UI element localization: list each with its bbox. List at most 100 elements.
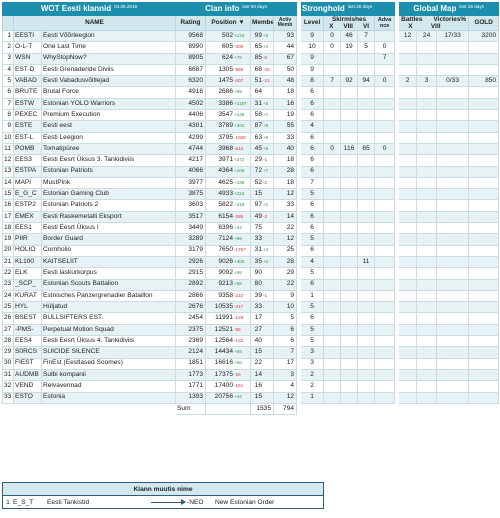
- stronghold-title: Stronghold: [302, 4, 345, 13]
- skirmish-vi: [357, 233, 376, 246]
- table-row[interactable]: 16 ESTP2 Estonian Patriots 2 3603 5822+318 97…: [2, 199, 500, 212]
- row-index: 13: [2, 165, 14, 178]
- gm-victories: [436, 323, 470, 337]
- table-row[interactable]: 23 _SCP_ Estonian Scouts Battalion 2892 9213…: [2, 278, 500, 291]
- gm-battles-viii: [416, 357, 438, 370]
- skirmish-viii: [340, 176, 359, 190]
- table-row[interactable]: 5 VABAD Eesti Vabadusvõitlejad 6320 1475-407…: [2, 75, 500, 88]
- table-row[interactable]: 7 ESTW Estonian YOLO Warriors 4502 3386+1187…: [2, 97, 500, 111]
- advance: [374, 335, 396, 348]
- col-skirmishes: Skirmishes X VIII VI: [323, 15, 376, 31]
- clan-active-members: 18: [272, 86, 298, 99]
- col-name[interactable]: NAME: [13, 15, 176, 31]
- position-change: +99: [234, 236, 242, 242]
- skirmish-viii: [340, 188, 359, 201]
- clan-members-cell: 99+5: [250, 29, 274, 43]
- table-row[interactable]: 17 EMEX Eesti Raskemetalli Eksport 3517 6154…: [2, 210, 500, 224]
- table-row[interactable]: 18 EES1 Eesti Eesrt Üksus I 3449 6396+34 75 22…: [2, 222, 500, 235]
- table-row[interactable]: 14 MAPI MustPink 3977 4625+189 52-2 18 7: [2, 176, 500, 190]
- stronghold-level: 6: [300, 278, 325, 291]
- gm-victories: [436, 289, 470, 303]
- table-row[interactable]: 1 EESTI Eesti Võõrleegion 9568 502+134 99+5 93…: [2, 29, 500, 43]
- clan-name: Eesti Leegion: [41, 131, 176, 144]
- col-gold[interactable]: GOLD: [468, 15, 500, 31]
- position-change: +318: [234, 202, 245, 208]
- gm-battles-x: [398, 86, 418, 99]
- col-active-members[interactable]: Activ Memb: [272, 15, 298, 31]
- clan-members: 65: [254, 43, 262, 51]
- clan-members-cell: 65+2: [250, 41, 274, 54]
- table-row[interactable]: 13 ESTPA Estonian Patriots 4066 4364+108 72+7…: [2, 165, 500, 178]
- clan-tag: HYL: [13, 301, 42, 314]
- gm-gold: [468, 301, 500, 314]
- table-row[interactable]: 26 BSEST BULLSIFTERS EST. 2454 11991-128 17 5 6: [2, 312, 500, 325]
- clan-members-cell: 29-1: [250, 154, 274, 167]
- skirmish-x: [323, 52, 342, 65]
- col-rating[interactable]: Rating: [175, 15, 206, 31]
- clan-name: Sulbi kompanii: [41, 368, 176, 382]
- clan-members: 31: [254, 246, 262, 254]
- clan-position: 17375: [214, 370, 233, 378]
- clan-active-members: 25: [272, 244, 298, 257]
- stronghold-level: 2: [300, 380, 325, 393]
- members-change: -26: [263, 66, 270, 72]
- table-row[interactable]: 20 HOLIO Cornholio 3179 7650-1767 31+2 25 6: [2, 244, 500, 257]
- advance: [374, 199, 396, 212]
- clan-members: 15: [254, 190, 262, 197]
- clan-position: 12564: [214, 336, 233, 344]
- gm-battles-viii: [416, 41, 438, 54]
- clan-members: 51: [254, 77, 262, 85]
- table-row[interactable]: 24 KURAT Estnisches Panzergrenadier Batail…: [2, 289, 500, 303]
- clan-position-cell: 10535-317: [205, 301, 251, 314]
- table-row[interactable]: 15 E_G_C Estonian Gaming Club 3875 4933+224 1…: [2, 188, 500, 201]
- table-row[interactable]: 8 PEXEC Premium Execution 4406 3547+139 58+1 1…: [2, 109, 500, 122]
- gm-battles-viii: [416, 199, 438, 212]
- table-row[interactable]: 6 BRUTE Brutal Force 4918 2686+85 64 18 6: [2, 86, 500, 99]
- clan-rating: 2676: [175, 301, 206, 314]
- gm-battles-viii: [416, 323, 438, 337]
- clan-active-members: 14: [272, 210, 298, 224]
- position-change: +372: [234, 157, 245, 163]
- clan-rating: 4744: [175, 142, 206, 156]
- col-position[interactable]: Position ▼: [205, 15, 251, 31]
- table-row[interactable]: 3 WSN WhyStopNow? 8905 624+79 85-8 67 9 7: [2, 52, 500, 65]
- table-row[interactable]: 25 HYL Hüljatud 2676 10535-317 33 10 5: [2, 301, 500, 314]
- sum-spacer: [205, 402, 251, 415]
- table-row[interactable]: 9 ESTE Eesti eest 4301 3789+304 87+9 55 4: [2, 120, 500, 133]
- row-index: 28: [2, 335, 14, 348]
- gm-battles-x: [398, 233, 418, 246]
- table-row[interactable]: 27 -PMS- Perpetual Motion Squad 2375 12521-8…: [2, 323, 500, 337]
- col-advance[interactable]: Adva nce: [374, 15, 396, 31]
- table-row[interactable]: 30 FIEST FinEst (Eestlased Soomes) 1851 1661…: [2, 357, 500, 370]
- clan-members-cell: 33: [250, 301, 274, 314]
- table-row[interactable]: 19 PIIR Border Guard 3289 7124+99 33 12 5: [2, 233, 500, 246]
- position-change: +139: [234, 111, 245, 117]
- clan-position-cell: 3795-1040: [205, 131, 251, 144]
- clan-tag: _SCP_: [13, 278, 42, 291]
- skirmish-viii: [340, 97, 359, 111]
- table-row[interactable]: 29 S0RCS SUICIDE SILENCE 2124 14434+65 15 7 3: [2, 346, 500, 359]
- table-row[interactable]: 10 EST-L Eesti Leegion 4299 3795-1040 63+6 33 6: [2, 131, 500, 144]
- clan-name: Relvavennad: [41, 380, 176, 393]
- table-row[interactable]: 4 EST-D Eesti Grenaderide Diviis 6687 1305-9…: [2, 63, 500, 77]
- table-row[interactable]: 22 ELK Eesti laskurkorpus 2915 9092+56 90 29 5: [2, 267, 500, 280]
- clan-position-cell: 6154-286: [205, 210, 251, 224]
- table-row[interactable]: 12 EES3 Eesti Eesrt Üksus 3. Tankidiviis 42…: [2, 154, 500, 167]
- clan-name: Eesti Eesrt Üksus 4. Tankidiviis: [41, 335, 176, 348]
- table-row[interactable]: 33 ESTO Estonia 1393 20756+44 15 12 1: [2, 391, 500, 404]
- table-row[interactable]: 11 POMB Tomatipüree 4744 3968-612 45+5 40 6 0 116…: [2, 142, 500, 156]
- gm-victories: [436, 199, 470, 212]
- table-row[interactable]: 31 AUDMB Sulbi kompanii 1773 17375-26 14 3 2: [2, 368, 500, 382]
- table-row[interactable]: 28 EES4 Eesti Eesrt Üksus 4. Tankidiviis 23…: [2, 335, 500, 348]
- stronghold-level: 6: [300, 131, 325, 144]
- row-index: 20: [2, 244, 14, 257]
- col-members[interactable]: Members: [250, 15, 274, 31]
- table-row[interactable]: 21 KL100 KAITSELIIT 2926 9026+406 35+2 28 4 11: [2, 255, 500, 269]
- table-row[interactable]: 2 O-L-T One Last Time 8990 605-308 65+2 44 10 0 1…: [2, 41, 500, 54]
- col-level[interactable]: Level: [300, 15, 325, 31]
- clan-active-members: 7: [272, 346, 298, 359]
- clan-name: Estonian Patriots: [41, 165, 176, 178]
- clan-rating: 4918: [175, 86, 206, 99]
- table-row[interactable]: 32 VEND Relvavennad 1771 17400-151 16 4 2: [2, 380, 500, 393]
- clan-rating: 4301: [175, 120, 206, 133]
